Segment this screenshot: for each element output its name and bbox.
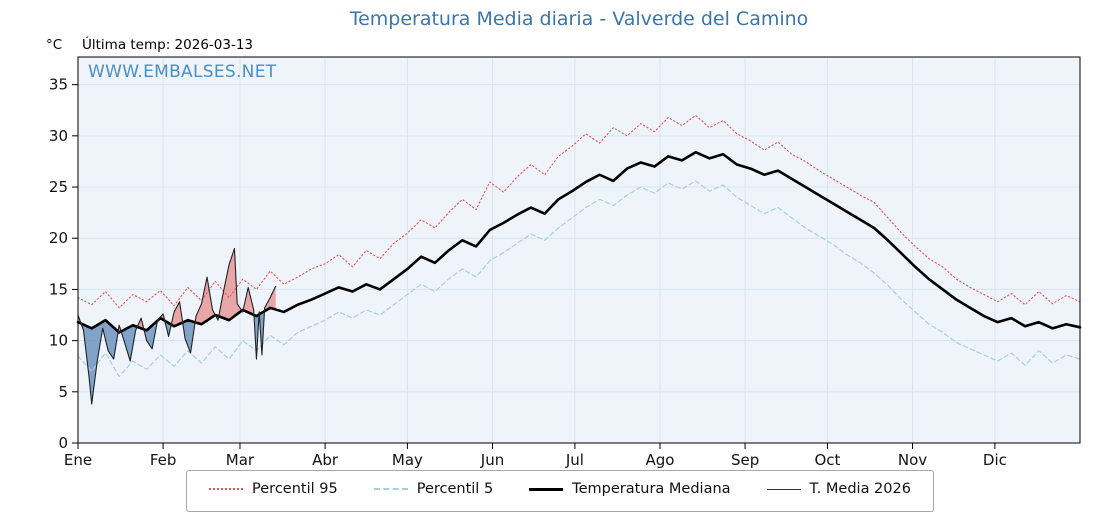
legend-item-tmedia2026: T. Media 2026: [766, 481, 911, 497]
tmedia2026-line-sample: [766, 488, 801, 490]
svg-text:Nov: Nov: [898, 451, 927, 469]
legend-label-percentil5: Percentil 5: [416, 481, 494, 497]
svg-text:35: 35: [49, 76, 68, 94]
svg-text:Abr: Abr: [312, 451, 339, 469]
watermark-text: WWW.EMBALSES.NET: [88, 62, 277, 82]
svg-text:Jul: Jul: [565, 451, 584, 469]
y-units-label: °C: [46, 37, 63, 53]
svg-text:Ago: Ago: [645, 451, 674, 469]
chart-title: Temperatura Media diaria - Valverde del …: [349, 8, 809, 30]
svg-text:Ene: Ene: [64, 451, 92, 469]
svg-text:Dic: Dic: [983, 451, 1007, 469]
percentil95-line-sample: [209, 488, 244, 490]
last-temp-label: Última temp: 2026-03-13: [82, 37, 254, 53]
svg-text:Jun: Jun: [480, 451, 504, 469]
svg-text:15: 15: [49, 280, 68, 298]
legend-item-percentil5: Percentil 5: [373, 481, 494, 497]
svg-text:Feb: Feb: [150, 451, 177, 469]
svg-text:Oct: Oct: [814, 451, 840, 469]
legend-item-percentil95: Percentil 95: [209, 481, 338, 497]
svg-text:0: 0: [58, 434, 68, 452]
legend-label-tmedia2026: T. Media 2026: [809, 481, 911, 497]
legend-item-mediana: Temperatura Mediana: [529, 481, 731, 497]
svg-text:Sep: Sep: [731, 451, 759, 469]
svg-text:Mar: Mar: [226, 451, 255, 469]
svg-text:20: 20: [49, 229, 68, 247]
svg-text:30: 30: [49, 127, 68, 145]
temperature-chart: 0 5 10 15 20 25 30 35 Ene Feb Mar Abr May Jun Jul Ago Se…: [49, 56, 1082, 469]
legend-label-percentil95: Percentil 95: [252, 481, 338, 497]
svg-text:May: May: [392, 451, 423, 469]
mediana-line-sample: [529, 487, 564, 491]
svg-text:10: 10: [49, 332, 68, 350]
legend: Percentil 95 Percentil 5 Temperatura Med…: [186, 470, 934, 512]
svg-text:5: 5: [58, 383, 68, 401]
legend-label-mediana: Temperatura Mediana: [572, 481, 731, 497]
percentil5-line-sample: [373, 488, 408, 490]
svg-text:25: 25: [49, 178, 68, 196]
